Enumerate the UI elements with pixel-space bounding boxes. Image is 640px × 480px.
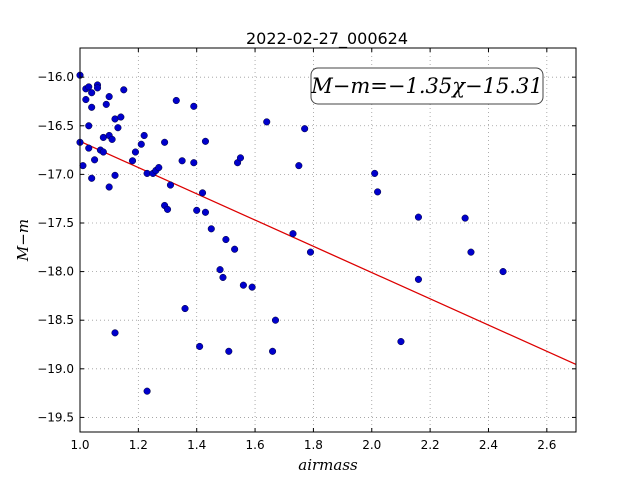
data-point: [105, 183, 113, 191]
data-point: [91, 156, 99, 164]
fit-equation: M−m=−1.35χ−15.31: [310, 74, 542, 98]
data-point: [131, 148, 139, 156]
fit-equation-box: M−m=−1.35χ−15.31: [310, 67, 544, 105]
data-point: [371, 169, 379, 177]
data-point: [198, 189, 207, 197]
y-tick-label: −17.5: [37, 216, 74, 230]
data-point: [166, 181, 174, 189]
x-tick-label: 2.0: [362, 438, 381, 452]
axis-ticks: [79, 48, 576, 432]
data-point: [163, 205, 172, 213]
x-tick-label: 2.2: [421, 438, 440, 452]
data-point: [128, 157, 137, 165]
data-point: [196, 342, 204, 351]
data-point: [172, 96, 180, 105]
data-point: [499, 268, 507, 276]
y-axis-label: M−m: [14, 219, 32, 262]
data-point: [414, 275, 422, 283]
data-point: [271, 316, 280, 324]
data-point: [201, 137, 210, 145]
data-point: [181, 304, 189, 313]
data-point: [85, 122, 93, 130]
x-tick-label: 1.6: [246, 438, 265, 452]
plot-area: [80, 48, 576, 432]
y-tick-label: −17.0: [37, 167, 74, 181]
data-point: [207, 225, 215, 233]
data-point: [222, 235, 230, 244]
x-tick-label: 1.4: [187, 438, 206, 452]
data-point: [111, 171, 119, 179]
data-point: [88, 174, 96, 182]
y-tick-labels: −16.0 −16.5 −17.0 −17.5 −18.0 −18.5 −19.0 −19.5: [37, 70, 74, 424]
data-point: [93, 84, 102, 92]
y-tick-label: −18.5: [37, 313, 74, 327]
data-point: [143, 387, 151, 395]
data-point: [79, 162, 87, 170]
x-tick-label: 1.2: [129, 438, 148, 452]
data-point: [269, 347, 277, 355]
data-point: [178, 157, 186, 165]
x-tick-label: 1.8: [304, 438, 323, 452]
data-point: [99, 148, 107, 156]
x-tick-label: 2.6: [537, 438, 556, 452]
data-point: [140, 131, 148, 140]
data-point: [219, 273, 227, 281]
data-point: [161, 138, 169, 146]
data-point: [88, 103, 96, 111]
data-point: [239, 281, 247, 289]
fit-line: [79, 140, 577, 366]
data-point: [374, 188, 382, 196]
data-point: [289, 230, 297, 238]
data-point: [102, 100, 110, 108]
data-point: [263, 118, 271, 126]
annotation-box: [310, 67, 544, 105]
data-point: [85, 144, 93, 152]
data-point: [117, 113, 125, 121]
data-point: [85, 83, 93, 91]
data-point: [414, 213, 422, 221]
data-point: [105, 93, 113, 101]
data-point: [461, 214, 469, 222]
data-point: [193, 206, 201, 214]
data-point: [248, 283, 256, 291]
data-point: [467, 248, 475, 256]
data-point: [111, 329, 119, 337]
y-tick-label: −16.5: [37, 119, 74, 133]
x-tick-labels: 1.0 1.2 1.4 1.6 1.8 2.0 2.2 2.4 2.6: [70, 438, 556, 452]
data-point: [120, 86, 128, 94]
y-tick-label: −16.0: [37, 70, 74, 84]
fit-line-group: [79, 140, 577, 366]
y-tick-label: −18.0: [37, 265, 74, 279]
data-point: [201, 208, 210, 216]
grid: [79, 48, 576, 432]
data-point: [216, 266, 224, 274]
data-point: [190, 102, 198, 110]
data-point: [225, 347, 233, 355]
plot-frame: [79, 47, 577, 433]
data-point: [231, 245, 239, 253]
data-points: [76, 71, 507, 395]
y-tick-label: −19.0: [37, 362, 74, 376]
data-point: [82, 95, 90, 104]
x-axis-label: airmass: [298, 456, 358, 474]
data-point: [295, 162, 303, 170]
data-point: [397, 338, 405, 346]
data-point: [301, 125, 309, 133]
x-tick-label: 1.0: [70, 438, 89, 452]
data-point: [88, 89, 96, 97]
data-point: [108, 135, 116, 143]
data-point: [114, 124, 122, 132]
data-point: [306, 248, 315, 256]
data-point: [155, 164, 163, 172]
chart-title: 2022-02-27_000624: [246, 29, 408, 49]
data-point: [137, 140, 145, 148]
y-tick-label: −19.5: [37, 410, 74, 424]
data-point: [190, 159, 198, 167]
data-point: [236, 154, 245, 162]
x-tick-label: 2.4: [479, 438, 498, 452]
